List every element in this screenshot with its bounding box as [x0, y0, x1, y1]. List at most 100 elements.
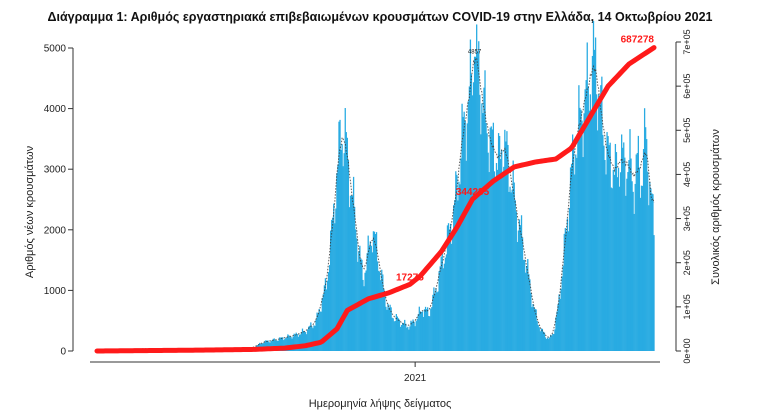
daily-case-bar [288, 335, 290, 351]
daily-case-bar [617, 167, 620, 351]
daily-case-bar [517, 230, 520, 351]
daily-case-bar [438, 271, 440, 351]
daily-case-bar [295, 332, 297, 351]
daily-case-bar [430, 308, 432, 351]
daily-case-bar [365, 270, 367, 351]
daily-case-bar [606, 132, 608, 351]
daily-case-bar [570, 163, 573, 351]
daily-case-bar [557, 304, 559, 351]
daily-case-bar [383, 289, 385, 351]
daily-case-bar [580, 109, 582, 351]
left-tick-label: 5000 [44, 44, 67, 55]
daily-case-bar [410, 320, 412, 351]
daily-case-bar [577, 133, 579, 351]
daily-case-bar [653, 235, 655, 351]
daily-case-bar [343, 153, 345, 351]
daily-case-bar [467, 101, 469, 352]
daily-case-bar [276, 340, 279, 351]
daily-case-bar [636, 152, 638, 351]
daily-case-bar [649, 181, 651, 351]
daily-case-bar [483, 87, 485, 352]
daily-case-bar [464, 121, 466, 351]
daily-case-bar [316, 312, 318, 351]
daily-case-bar [307, 329, 309, 351]
daily-case-bar [311, 326, 313, 351]
daily-case-bar [408, 329, 410, 351]
cumulative-cases-line [94, 45, 657, 354]
daily-case-bar [602, 134, 604, 351]
right-tick-label: 3e+05 [682, 206, 692, 231]
moving-average-line [96, 57, 655, 352]
left-tick-label: 3000 [44, 165, 67, 176]
daily-case-bar [440, 256, 442, 351]
daily-case-bar [432, 294, 434, 351]
daily-case-bar [582, 157, 584, 351]
daily-case-bar [545, 338, 548, 351]
daily-case-bar [297, 336, 299, 351]
daily-case-bar [490, 126, 492, 351]
daily-case-bar [560, 288, 562, 351]
daily-case-bar [264, 340, 266, 351]
daily-case-bar [640, 185, 643, 351]
daily-case-bar [327, 272, 330, 351]
daily-case-bar [503, 166, 505, 351]
daily-case-bar [384, 294, 386, 351]
daily-case-bar [396, 316, 399, 351]
daily-case-bar [563, 233, 565, 351]
daily-case-bar [477, 51, 479, 351]
daily-case-bar [496, 169, 499, 351]
daily-case-bar [331, 219, 333, 351]
daily-case-bar [650, 188, 652, 351]
daily-case-bar [621, 134, 623, 351]
daily-case-bar [565, 231, 568, 351]
moving-average-path [96, 57, 655, 352]
daily-case-bar [564, 228, 566, 351]
daily-case-bar [433, 287, 435, 351]
daily-case-bar [482, 113, 484, 351]
daily-case-bar [313, 325, 315, 351]
daily-case-bar [337, 164, 339, 351]
daily-case-bar [536, 321, 538, 351]
cumulative-value-label: 17275 [396, 272, 424, 283]
daily-case-bar [318, 308, 320, 351]
daily-case-bar [447, 223, 450, 351]
daily-case-bar [460, 158, 462, 351]
daily-case-bar [450, 243, 453, 351]
daily-case-bar [401, 322, 404, 351]
daily-case-bar [581, 120, 583, 352]
daily-case-bar [437, 291, 439, 351]
daily-case-bar [280, 337, 283, 351]
daily-case-bar [552, 333, 554, 351]
daily-case-bar [638, 167, 641, 351]
daily-case-bar [635, 154, 637, 351]
daily-case-bar [579, 107, 581, 351]
daily-case-bar [403, 323, 405, 351]
daily-case-bar [486, 133, 488, 351]
daily-case-bar [553, 334, 555, 351]
daily-case-bar [500, 159, 502, 351]
daily-case-bar [455, 171, 457, 351]
daily-case-bar [379, 271, 381, 351]
daily-case-bar [502, 176, 504, 351]
left-tick-label: 0 [60, 347, 66, 358]
daily-case-bar [446, 225, 449, 351]
daily-case-bar [558, 294, 560, 351]
daily-case-bar [627, 172, 629, 351]
daily-case-bar [338, 121, 340, 351]
daily-case-bar [533, 307, 535, 351]
daily-case-bar [324, 278, 327, 351]
daily-case-bar [270, 340, 272, 351]
daily-case-bar [652, 194, 654, 351]
daily-case-bar [386, 309, 388, 351]
daily-case-bar [395, 314, 398, 351]
chart-title: Διάγραμμα 1: Αριθμός εργαστηριακά επιβεβ… [47, 10, 713, 24]
daily-case-bar [542, 331, 545, 351]
daily-case-bar [301, 328, 304, 351]
daily-case-bar [411, 321, 413, 351]
daily-case-bar [412, 319, 414, 351]
daily-case-bar [527, 258, 529, 351]
daily-case-bar [345, 132, 347, 351]
daily-case-bar [526, 266, 528, 351]
daily-case-bar [574, 174, 576, 351]
daily-case-bar [387, 303, 389, 351]
